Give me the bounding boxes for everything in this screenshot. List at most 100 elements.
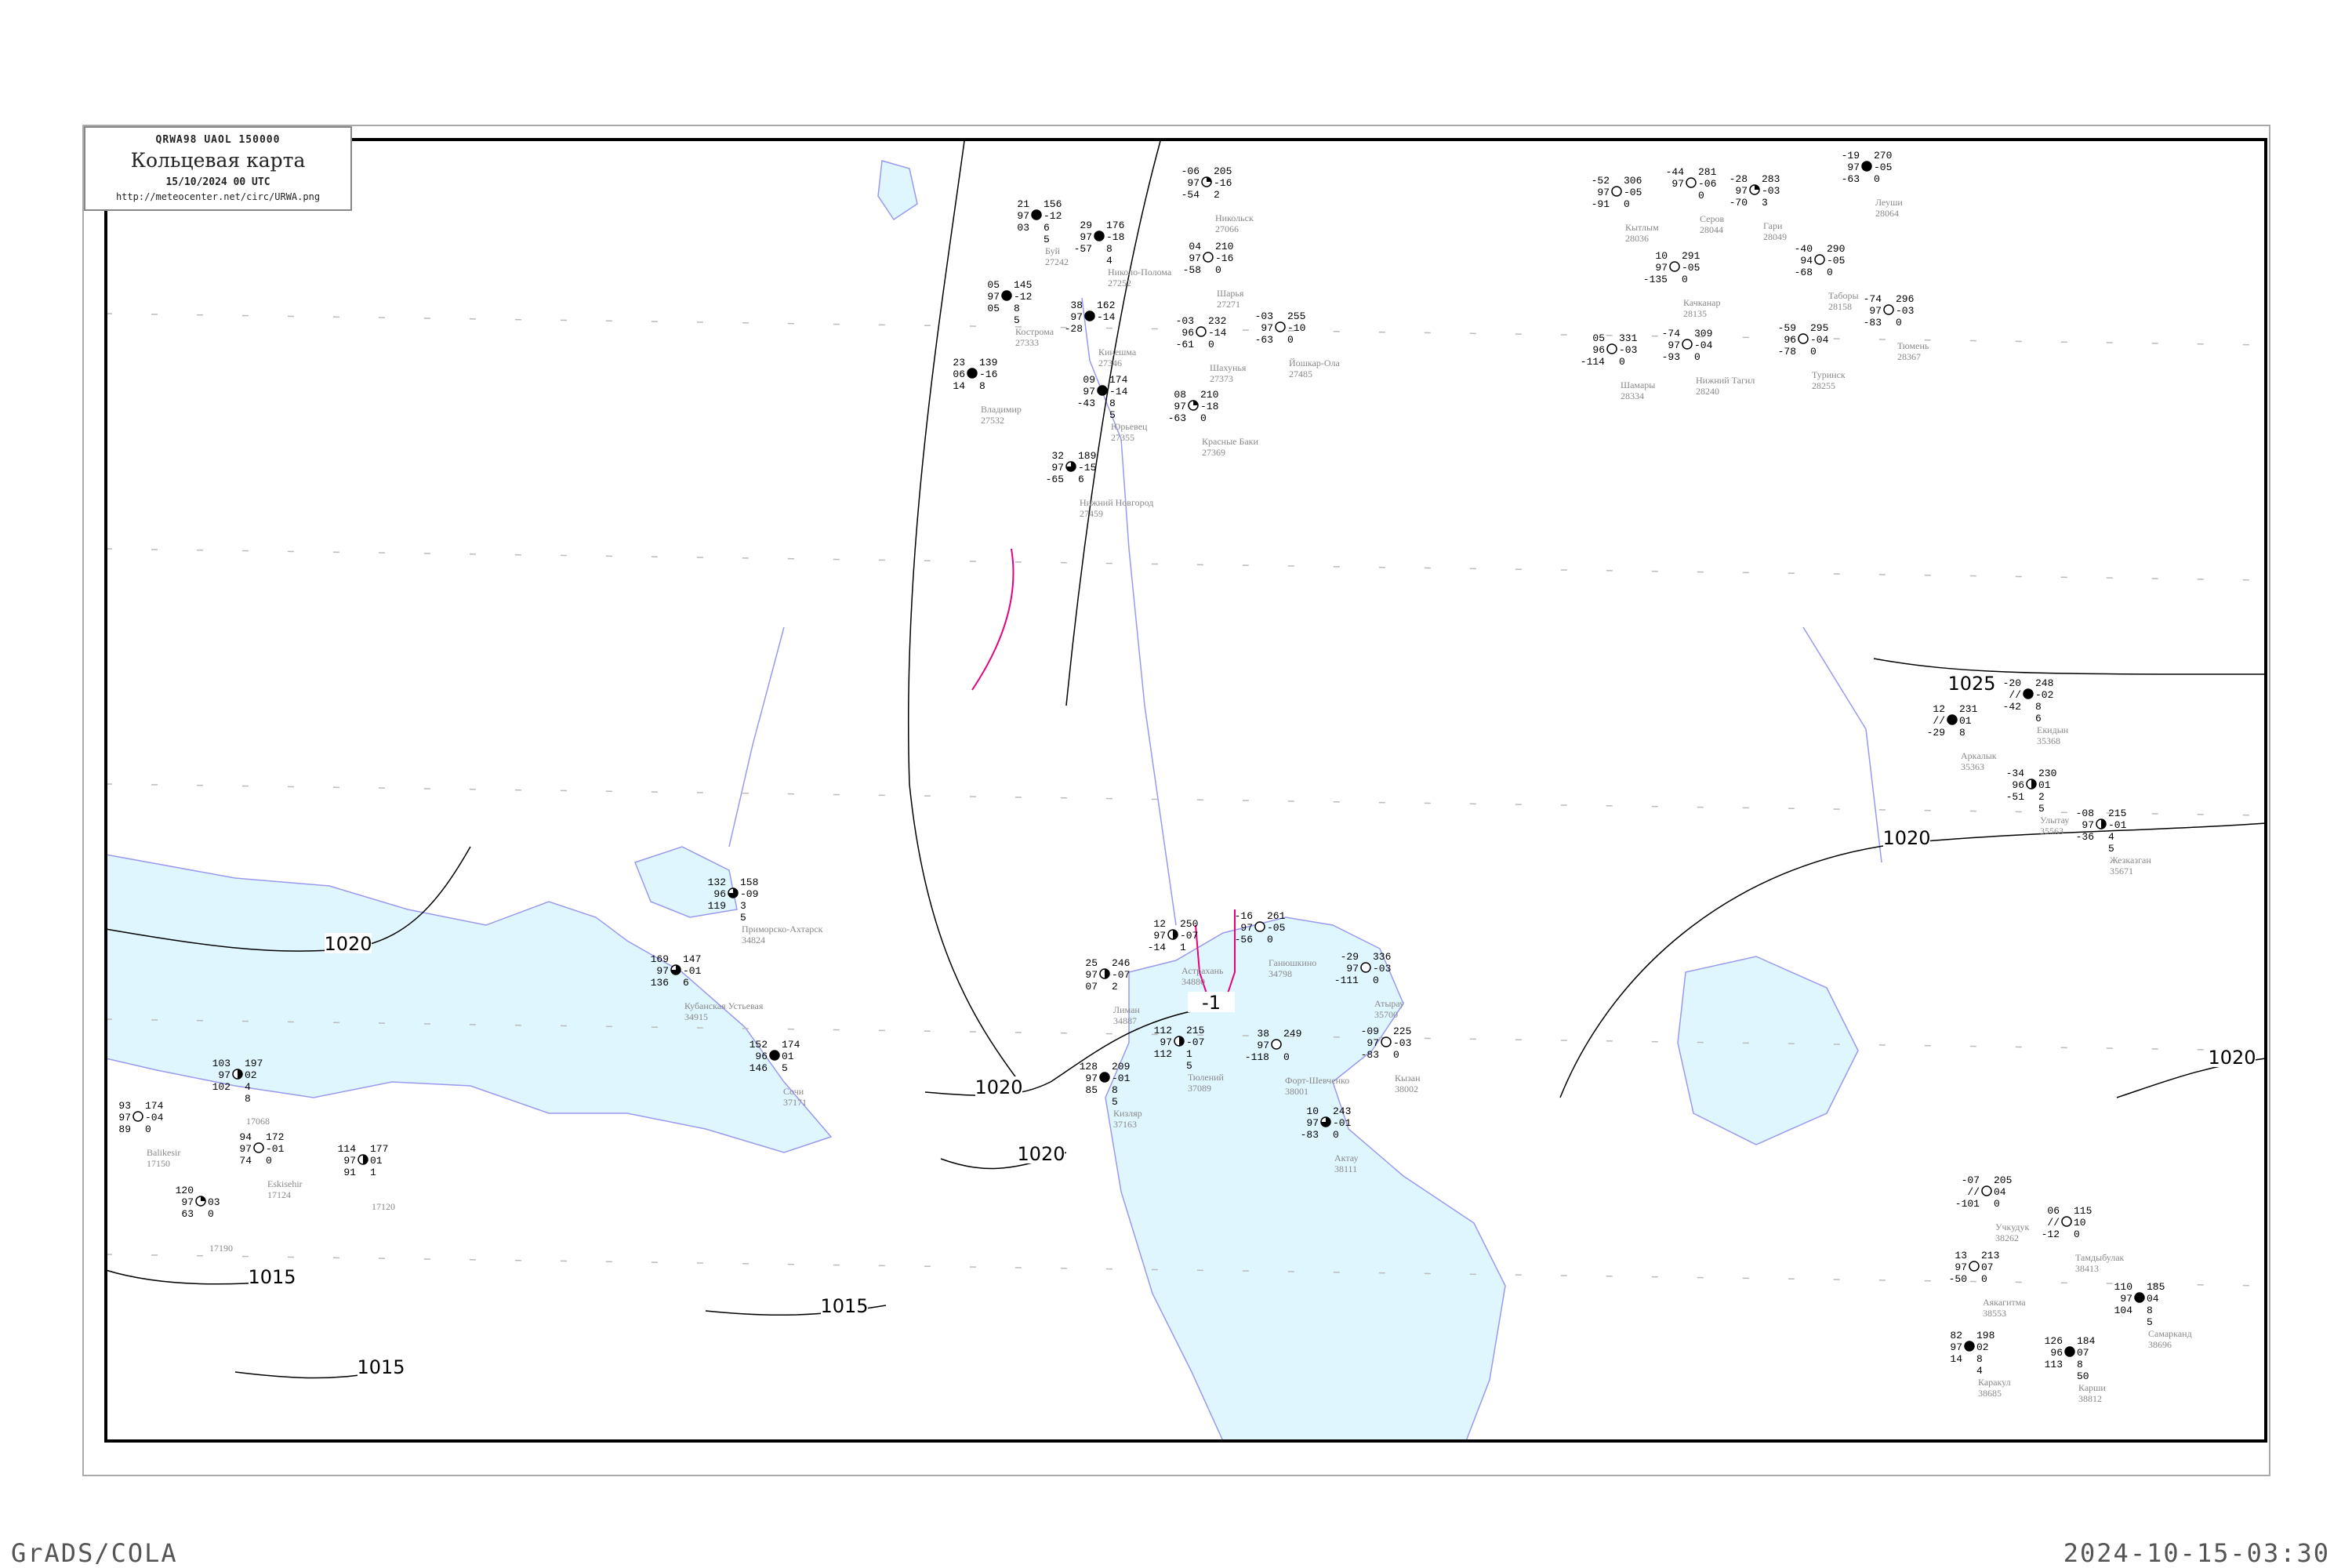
station-name: Туринск <box>1812 369 1846 380</box>
cloud-cover-icon <box>1686 177 1697 188</box>
station-pressure: 189 <box>1078 450 1096 462</box>
station-pressure: 147 <box>683 953 701 965</box>
station-visibility: 97 <box>1346 963 1359 975</box>
station-index: 35363 <box>1961 761 1984 772</box>
station-temperature: 82 <box>1950 1330 1962 1341</box>
station-temperature: -06 <box>1181 165 1200 177</box>
cloud-cover-icon <box>2061 1216 2072 1227</box>
station-tendency: -05 <box>1267 922 1285 934</box>
station-tendency: -12 <box>1014 291 1032 303</box>
cloud-cover-icon <box>1196 326 1207 337</box>
station-temperature: -16 <box>1235 910 1253 922</box>
aral-sea <box>1677 956 1859 1145</box>
station-cloud-low: 0 <box>1896 317 1902 328</box>
cloud-cover-icon <box>2023 688 2034 699</box>
station-cloud-height: 6 <box>2035 713 2042 724</box>
cloud-cover-icon <box>253 1142 264 1153</box>
station-dewpoint: -54 <box>1181 189 1200 201</box>
station-pressure: 331 <box>1619 332 1638 344</box>
isobar-line <box>105 1269 273 1285</box>
station-name: Самарканд <box>2148 1328 2192 1339</box>
cloud-cover-fill <box>1755 185 1759 190</box>
station-plot[interactable]: 103 197 97 02 102 48 17068 <box>212 1058 270 1127</box>
station-dewpoint: 146 <box>750 1062 768 1074</box>
isobar-label-bg <box>1018 1143 1065 1163</box>
isobar-label-bg <box>821 1295 868 1316</box>
station-cloud-height: 5 <box>1109 409 1116 421</box>
station-cloud-height: 4 <box>1976 1365 1983 1377</box>
station-cloud-low: 0 <box>2074 1229 2080 1240</box>
station-tendency: -03 <box>1393 1037 1411 1049</box>
station-cloud-low: 8 <box>979 380 985 392</box>
station-index: 27485 <box>1289 368 1312 379</box>
station-dewpoint: 05 <box>987 303 1000 314</box>
station-visibility: 97 <box>1597 187 1610 198</box>
station-name: Форт-Шевченко <box>1285 1075 1349 1086</box>
station-tendency: -04 <box>1810 334 1829 346</box>
station-temperature: 103 <box>212 1058 230 1069</box>
station-cloud-low: 0 <box>1373 975 1379 986</box>
station-plot[interactable]: 114 177 97 01 91 1 17120 <box>338 1143 395 1212</box>
station-tendency: -01 <box>266 1143 285 1155</box>
station-dewpoint: -51 <box>2006 791 2025 803</box>
station-pressure: 291 <box>1682 250 1700 262</box>
station-visibility: 97 <box>2082 819 2094 831</box>
station-temperature: 23 <box>953 357 965 368</box>
isobar-line <box>907 140 1020 1083</box>
station-index: 34915 <box>684 1011 708 1022</box>
station-cloud-low: 4 <box>245 1081 251 1093</box>
station-tendency: -14 <box>1109 386 1128 397</box>
station-index: 27346 <box>1098 358 1122 368</box>
cloud-cover-icon <box>967 368 978 379</box>
station-name: Аякагитма <box>1983 1297 2026 1308</box>
station-index: 28158 <box>1828 301 1852 312</box>
